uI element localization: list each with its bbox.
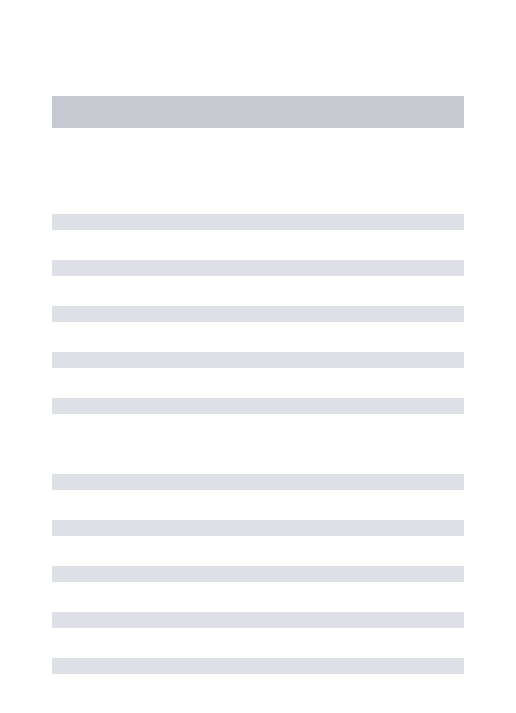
skeleton-line — [52, 260, 464, 276]
skeleton-line — [52, 612, 464, 628]
skeleton-title-bar — [52, 96, 464, 128]
skeleton-line — [52, 214, 464, 230]
skeleton-line — [52, 520, 464, 536]
skeleton-line — [52, 398, 464, 414]
skeleton-line — [52, 352, 464, 368]
skeleton-line — [52, 474, 464, 490]
skeleton-line — [52, 566, 464, 582]
skeleton-line — [52, 658, 464, 674]
skeleton-loader — [0, 0, 516, 674]
skeleton-group-2 — [52, 474, 464, 674]
skeleton-group-gap — [52, 444, 464, 474]
skeleton-group-1 — [52, 214, 464, 414]
skeleton-line — [52, 306, 464, 322]
